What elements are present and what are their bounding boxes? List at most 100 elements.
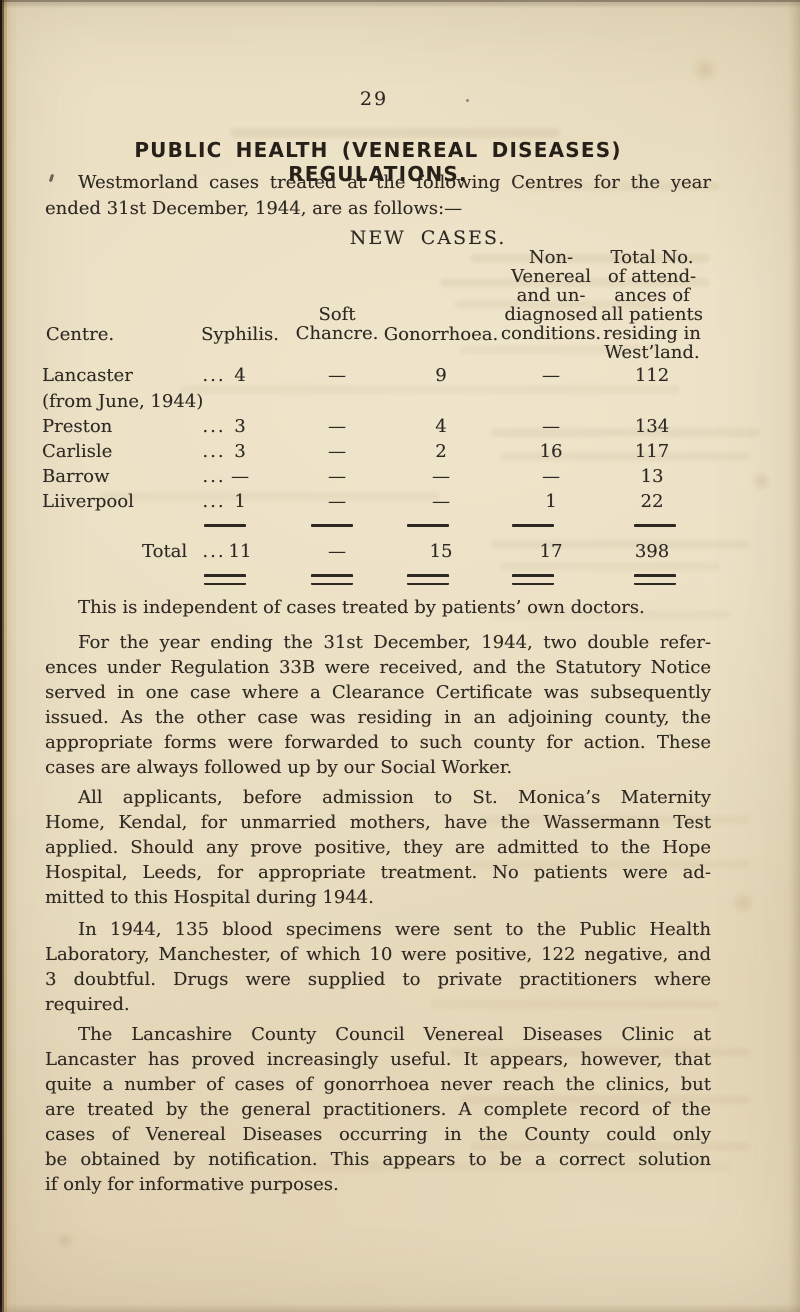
attendances-value: 112	[634, 365, 670, 386]
total-rule	[407, 524, 449, 527]
dots-leader: ...	[202, 441, 226, 462]
text-line: diagnosed	[504, 304, 598, 325]
soft-chancre-total: —	[328, 541, 346, 562]
table-row-carlisle: Carlisle ... 3 — 2 16 117	[0, 439, 800, 465]
text-line: are treated by the general practitioners…	[45, 1099, 711, 1120]
ghost-text-artifact	[180, 385, 680, 394]
text-line: The Lancashire County Council Venereal D…	[78, 1024, 711, 1045]
ghost-text-artifact	[455, 300, 655, 309]
text-line: Hospital, Leeds, for appropriate treatme…	[45, 862, 711, 883]
paragraph-maternity-home: All applicants, before admission to St. …	[45, 785, 711, 910]
ghost-text-artifact	[430, 1000, 720, 1009]
text-line: if only for informative purposes.	[45, 1174, 339, 1195]
text-line: Venereal	[511, 266, 591, 287]
table-row-preston: Preston ... 3 — 4 — 134	[0, 414, 800, 440]
column-header-soft-chancre: Soft Chancre.	[247, 305, 427, 343]
text-line: ences under Regulation 33B were received…	[45, 657, 711, 678]
gonorrhoea-value: 2	[435, 441, 447, 462]
ghost-text-artifact	[520, 182, 720, 191]
ghost-text-artifact	[480, 815, 750, 824]
foxing-spot	[750, 470, 772, 492]
text-line: and un-	[516, 285, 586, 306]
soft-chancre-value: —	[328, 441, 346, 462]
soft-chancre-value: —	[328, 491, 346, 512]
dots-leader: ...	[202, 491, 226, 512]
centre-name: Barrow	[42, 466, 110, 487]
text-line: required.	[45, 994, 130, 1015]
table-row-barrow: Barrow ... — — — — 13	[0, 464, 800, 490]
ghost-text-artifact	[490, 610, 730, 619]
paragraph-blood-specimens: In 1944, 135 blood specimens were sent t…	[45, 917, 711, 1017]
ghost-text-artifact	[300, 1162, 730, 1171]
intro-paragraph: Westmorland cases treated at the followi…	[45, 170, 711, 221]
foxing-spot	[55, 1230, 75, 1250]
syphilis-value: —	[231, 466, 249, 487]
gonorrhoea-value: 9	[435, 365, 447, 386]
text-line: conditions.	[500, 323, 602, 344]
syphilis-value: 4	[234, 365, 246, 386]
table-row-liiverpool: Liiverpool ... 1 — — 1 22	[0, 489, 800, 515]
text-line: ended 31st December, 1944, are as follow…	[45, 197, 463, 219]
soft-chancre-value: —	[328, 365, 346, 386]
centre-name: Preston	[42, 416, 113, 437]
syphilis-value: 3	[234, 416, 246, 437]
paragraph-lancaster-clinic: The Lancashire County Council Venereal D…	[45, 1022, 711, 1197]
attendances-value: 22	[640, 491, 664, 512]
attendances-value: 134	[634, 416, 670, 437]
syphilis-value: 3	[234, 441, 246, 462]
table-row-total: Total ... 11 — 15 17 398	[0, 539, 800, 565]
attendances-value: 117	[634, 441, 670, 462]
ghost-text-artifact	[500, 562, 720, 571]
text-line: All applicants, before admission to St. …	[78, 787, 711, 808]
gonorrhoea-value: —	[432, 491, 450, 512]
table-row-lancaster: Lancaster ... 4 — 9 — 112	[0, 363, 800, 389]
text-line: 3 doubtful. Drugs were supplied to priva…	[45, 969, 711, 990]
centre-name: Liiverpool	[42, 491, 134, 512]
total-double-rule	[204, 574, 246, 585]
total-rule	[311, 524, 353, 527]
text-line: issued. As the other case was residing i…	[45, 707, 711, 728]
text-line: Non-	[528, 247, 574, 268]
ghost-text-artifact	[490, 428, 760, 437]
paragraph-regulation-33b: For the year ending the 31st December, 1…	[45, 630, 711, 780]
page-number: 29	[359, 88, 389, 110]
non-venereal-value: 16	[539, 441, 563, 462]
centre-note: (from June, 1944)	[42, 391, 204, 412]
dots-leader: ...	[202, 416, 226, 437]
non-venereal-total: 17	[539, 541, 563, 562]
dots-leader: ...	[202, 466, 226, 487]
text-line: For the year ending the 31st December, 1…	[78, 632, 711, 653]
soft-chancre-value: —	[328, 466, 346, 487]
text-line: Laboratory, Manchester, of which 10 were…	[45, 944, 711, 965]
paragraph-independent-cases: This is independent of cases treated by …	[45, 595, 711, 620]
total-double-rule	[634, 574, 676, 585]
syphilis-total: 11	[228, 541, 252, 562]
text-line: quite a number of cases of gonorrhoea ne…	[45, 1074, 711, 1095]
column-header-syphilis: Syphilis.	[201, 324, 279, 345]
gonorrhoea-value: 4	[435, 416, 447, 437]
text-line: mitted to this Hospital during 1944.	[45, 887, 374, 908]
ghost-text-artifact	[470, 1142, 750, 1151]
ghost-text-artifact	[100, 492, 440, 501]
total-rule	[512, 524, 554, 527]
ghost-text-artifact	[460, 345, 660, 354]
centre-name: Carlisle	[42, 441, 113, 462]
table-heading: NEW CASES.	[349, 227, 507, 249]
text-line: In 1944, 135 blood specimens were sent t…	[78, 919, 711, 940]
text-line: Westmorland cases treated at the followi…	[78, 172, 711, 193]
dots-leader: ...	[202, 365, 226, 386]
gonorrhoea-value: —	[432, 466, 450, 487]
text-line: Soft	[318, 304, 356, 325]
text-line: Chancre.	[295, 323, 379, 344]
total-rule	[634, 524, 676, 527]
total-rule	[204, 524, 246, 527]
ghost-text-artifact	[470, 254, 710, 263]
scan-bottom-edge	[0, 1304, 800, 1312]
total-double-rule	[311, 574, 353, 585]
scan-right-edge	[788, 0, 800, 1312]
total-double-rule	[512, 574, 554, 585]
column-header-non-venereal: Non- Venereal and un-diagnosed conditions.	[461, 248, 641, 343]
text-line: cases of Venereal Diseases occurring in …	[45, 1124, 711, 1145]
non-venereal-value: —	[542, 416, 560, 437]
